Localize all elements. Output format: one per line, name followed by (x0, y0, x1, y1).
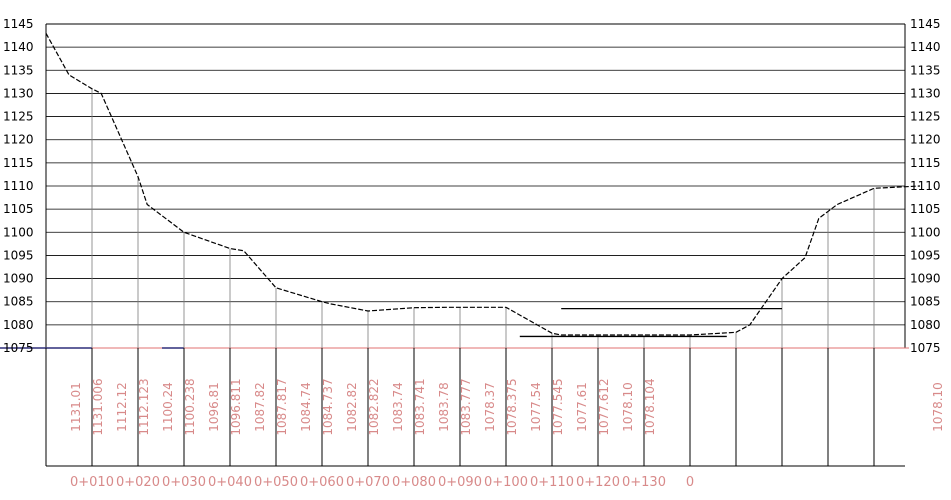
water-lines (519, 308, 782, 338)
y-tick-left-1100: 1100 (3, 225, 34, 239)
chainage-label-10: 0+110 (530, 475, 574, 490)
elevation-label-11: 1084.737 (321, 378, 335, 435)
chainage-label-12: 0+130 (622, 475, 666, 490)
y-tick-left-1110: 1110 (3, 179, 34, 193)
y-tick-right-1140: 1140 (910, 40, 941, 54)
y-tick-right-1120: 1120 (910, 133, 941, 147)
y-tick-left-1095: 1095 (3, 248, 34, 262)
y-tick-left-1080: 1080 (3, 318, 34, 332)
chainage-label-3: 0+040 (208, 475, 252, 490)
elevation-label-0: 1131.01 (69, 382, 83, 432)
elevation-label-25: 1078.104 (643, 378, 657, 435)
chainage-label-2: 0+030 (162, 475, 206, 490)
y-tick-right-1095: 1095 (910, 248, 941, 262)
elevation-label-8: 1087.82 (253, 382, 267, 432)
y-tick-right-1135: 1135 (910, 63, 941, 77)
ground-profile (45, 33, 921, 336)
chainage-label-7: 0+080 (392, 475, 436, 490)
y-tick-left-1145: 1145 (3, 17, 34, 31)
y-tick-left-1140: 1140 (3, 40, 34, 54)
chainage-label-5: 0+060 (300, 475, 344, 490)
elevation-label-15: 1083.741 (413, 378, 427, 435)
y-tick-right-1145: 1145 (910, 17, 941, 31)
y-tick-right-1085: 1085 (910, 295, 941, 309)
y-tick-right-1105: 1105 (910, 202, 941, 216)
y-tick-right-1090: 1090 (910, 272, 941, 286)
y-tick-left-1105: 1105 (3, 202, 34, 216)
elevation-labels: 1131.01 1131.006 1112.12 1112.123 1100.24 110… (69, 378, 945, 435)
y-tick-right-1130: 1130 (910, 86, 941, 100)
chainage-label-6: 0+070 (346, 475, 390, 490)
elevation-label-2: 1112.12 (115, 382, 129, 432)
elevation-label-19: 1078.375 (505, 378, 519, 435)
y-tick-left-1090: 1090 (3, 272, 34, 286)
station-lines (91, 88, 875, 466)
y-axis-tick-labels: 1075 1075 1080 1080 1085 1085 1090 1090 1095 1095… (3, 17, 941, 355)
y-tick-left-1120: 1120 (3, 133, 34, 147)
chainage-label-13: 0 (686, 475, 694, 490)
elevation-label-3: 1112.123 (137, 378, 151, 435)
chainage-label-11: 0+120 (576, 475, 620, 490)
elevation-label-6: 1096.81 (207, 382, 221, 432)
elevation-label-17: 1083.777 (459, 378, 473, 435)
y-tick-right-1125: 1125 (910, 110, 941, 124)
chainage-label-4: 0+050 (254, 475, 298, 490)
chainage-label-9: 0+100 (484, 475, 528, 490)
elevation-label-23: 1077.612 (597, 378, 611, 435)
chart-frame (0, 23, 909, 467)
y-tick-left-1085: 1085 (3, 295, 34, 309)
y-tick-right-1080: 1080 (910, 318, 941, 332)
elevation-label-12: 1082.82 (345, 382, 359, 432)
elevation-label-10: 1084.74 (299, 382, 313, 432)
y-tick-right-1100: 1100 (910, 225, 941, 239)
y-tick-right-1110: 1110 (910, 179, 941, 193)
elevation-label-16: 1083.78 (437, 382, 451, 432)
elevation-label-22: 1077.61 (575, 382, 589, 432)
y-tick-right-1075: 1075 (910, 341, 941, 355)
grid-lines (46, 23, 905, 326)
chainage-label-0: 0+010 (70, 475, 114, 490)
elevation-label-18: 1078.37 (483, 382, 497, 432)
elevation-label-21: 1077.545 (551, 378, 565, 435)
chainage-labels: 0+010 0+020 0+030 0+040 0+050 0+060 0+070 0+080… (70, 475, 694, 490)
elevation-label-26: 1078.10 (931, 382, 945, 432)
y-tick-left-1115: 1115 (3, 156, 34, 170)
y-tick-left-1130: 1130 (3, 86, 34, 100)
elevation-label-5: 1100.238 (183, 378, 197, 435)
elevation-label-7: 1096.811 (229, 378, 243, 435)
y-tick-left-1075: 1075 (3, 341, 34, 355)
elevation-label-20: 1077.54 (529, 382, 543, 432)
y-tick-right-1115: 1115 (910, 156, 941, 170)
elevation-label-13: 1082.822 (367, 378, 381, 435)
y-tick-left-1125: 1125 (3, 110, 34, 124)
elevation-label-1: 1131.006 (91, 378, 105, 435)
elevation-label-24: 1078.10 (621, 382, 635, 432)
elevation-label-4: 1100.24 (161, 382, 175, 432)
profile-line (45, 33, 921, 336)
y-tick-left-1135: 1135 (3, 63, 34, 77)
chainage-label-8: 0+090 (438, 475, 482, 490)
elevation-label-9: 1087.817 (275, 378, 289, 435)
chainage-label-1: 0+020 (116, 475, 160, 490)
elevation-label-14: 1083.74 (391, 382, 405, 432)
